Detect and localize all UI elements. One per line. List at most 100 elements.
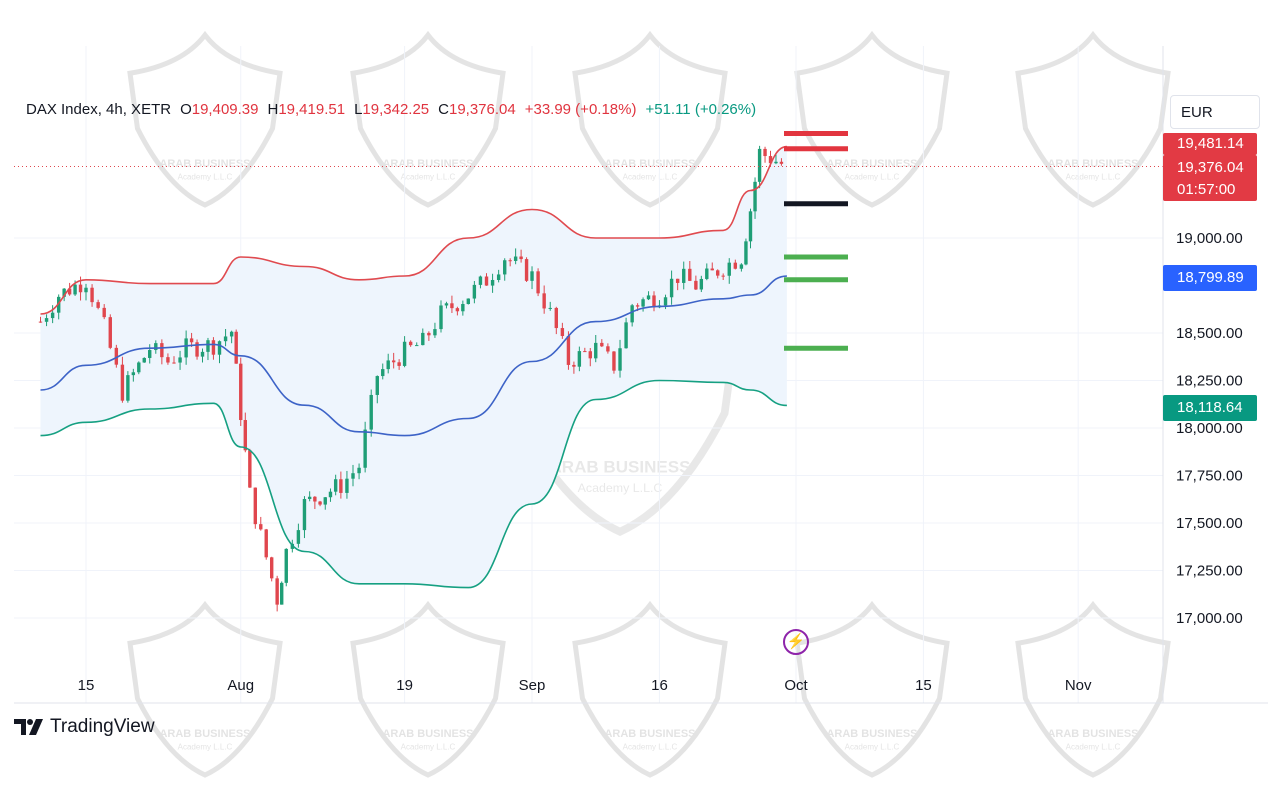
candle-31 (217, 340, 222, 364)
watermark-sub: Academy L.L.C (1066, 173, 1121, 182)
candle-122 (733, 259, 738, 270)
y-tick-label-3: 17,750.00 (1176, 468, 1243, 485)
x-tick-label-2: 19 (396, 677, 413, 694)
candle-1 (44, 314, 49, 327)
candle-14 (120, 356, 125, 403)
candle-44 (284, 548, 288, 587)
candle-20 (154, 340, 158, 354)
candle-128 (763, 146, 767, 163)
candle-119 (716, 269, 720, 279)
tradingview-text: TradingView (50, 716, 155, 737)
upper-band-price-tag: 19,481.14 (1163, 133, 1257, 155)
candle-63 (391, 352, 396, 369)
candle-27 (195, 339, 199, 360)
x-tick-label-5: Oct (784, 677, 808, 694)
candle-124 (744, 238, 748, 266)
candle-114 (688, 261, 692, 282)
candle-37 (248, 448, 252, 488)
candle-22 (166, 353, 170, 365)
symbol-label[interactable]: DAX Index, 4h, XETR (26, 101, 172, 118)
watermark-sub: Academy L.L.C (178, 743, 233, 752)
candle-51 (323, 496, 327, 510)
candle-88 (536, 268, 540, 297)
candle-131 (779, 158, 784, 166)
y-tick-label-1: 17,250.00 (1176, 563, 1243, 580)
watermark-shield-1: ARAB BUSINESS Academy L.L.C (350, 30, 506, 208)
currency-selector[interactable]: EUR (1170, 95, 1260, 129)
candle-58 (363, 421, 367, 473)
x-axis: 15 Aug 19 Sep 16 Oct 15 Nov (78, 677, 1092, 694)
candle-127 (757, 145, 762, 189)
candle-83 (508, 258, 512, 267)
candle-13 (114, 344, 119, 368)
candle-2 (50, 305, 55, 324)
candle-80 (490, 273, 495, 293)
candle-23 (172, 356, 176, 364)
candle-87 (530, 266, 534, 290)
lower-band-price-tag: 18,118.64 (1163, 395, 1257, 421)
change-secondary-value: +51.11 (+0.26%) (645, 101, 757, 118)
watermark-name: ARAB BUSINESS (1047, 728, 1138, 740)
watermark-shield-3: ARAB BUSINESS Academy L.L.C (794, 30, 950, 208)
candle-115 (694, 275, 698, 291)
bollinger-lower-line (40, 379, 787, 589)
lightning-icon[interactable]: ⚡ (783, 629, 809, 655)
candle-85 (519, 249, 523, 263)
y-tick-label-6: 18,500.00 (1176, 325, 1243, 342)
y-tick-label-5: 18,250.00 (1176, 373, 1243, 390)
candle-86 (524, 257, 529, 282)
y-tick-label-7: 19,000.00 (1176, 230, 1243, 247)
candle-130 (774, 154, 778, 165)
watermark-name: ARAB BUSINESS (382, 158, 473, 170)
candle-120 (721, 273, 725, 281)
candle-90 (548, 301, 552, 311)
candle-47 (302, 496, 307, 539)
watermark-name: ARAB BUSINESS (1047, 158, 1138, 170)
candle-12 (108, 314, 112, 350)
candle-0 (38, 316, 43, 323)
candle-70 (433, 322, 437, 338)
bollinger-middle-line (40, 275, 787, 437)
x-tick-label-0: 15 (78, 677, 95, 694)
candle-71 (439, 300, 443, 333)
candle-24 (178, 350, 182, 370)
candle-52 (328, 488, 333, 502)
candle-76 (466, 298, 471, 305)
candle-28 (200, 348, 205, 363)
candle-100 (606, 343, 610, 354)
candle-106 (641, 297, 645, 312)
candle-103 (624, 317, 628, 349)
candle-32 (223, 328, 228, 347)
candle-79 (484, 273, 489, 286)
candle-108 (652, 291, 656, 312)
candle-112 (675, 278, 680, 291)
watermark-sub: Academy L.L.C (845, 173, 900, 182)
watermark-sub: Academy L.L.C (1066, 743, 1121, 752)
candle-11 (102, 304, 106, 320)
candle-60 (375, 375, 379, 404)
candle-62 (386, 353, 390, 374)
candle-104 (630, 303, 634, 327)
candle-21 (160, 339, 164, 365)
candle-9 (90, 284, 94, 307)
watermark-sub: Academy L.L.C (401, 743, 456, 752)
candle-17 (137, 361, 141, 375)
candle-99 (600, 339, 604, 348)
y-tick-label-2: 17,500.00 (1176, 515, 1243, 532)
candle-77 (472, 280, 477, 304)
high-value: 19,419.51 (278, 101, 346, 118)
last-price-value: 19,376.04 (1177, 159, 1244, 176)
tradingview-logo[interactable]: TradingView (14, 716, 155, 738)
middle-band-price-tag: 18,799.89 (1163, 265, 1257, 291)
candle-65 (402, 336, 407, 368)
watermark-name: ARAB BUSINESS (604, 728, 695, 740)
candle-82 (503, 258, 507, 281)
candle-39 (259, 516, 263, 531)
open-label: O (180, 101, 192, 118)
low-label: L (354, 101, 363, 118)
watermark-name: ARAB BUSINESS (159, 158, 250, 170)
candle-92 (560, 322, 565, 339)
candle-118 (710, 262, 714, 271)
x-tick-label-3: Sep (519, 677, 546, 694)
